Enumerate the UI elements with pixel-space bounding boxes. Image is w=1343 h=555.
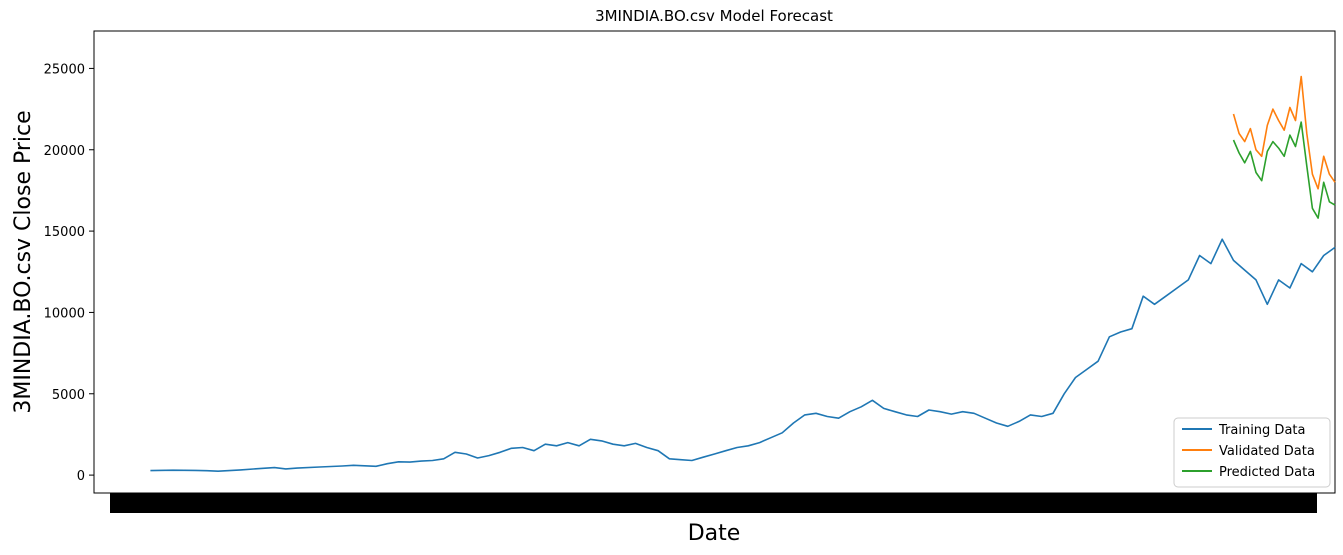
series-line-training-data	[150, 238, 1336, 473]
chart-title: 3MINDIA.BO.csv Model Forecast	[595, 7, 833, 25]
series-line-validated-data	[1232, 75, 1336, 190]
legend-label-predicted: Predicted Data	[1219, 465, 1315, 480]
y-axis-label: 3MINDIA.BO.csv Close Price	[11, 110, 36, 413]
y-tick-label: 25000	[44, 62, 85, 77]
y-axis-ticks: 0 5000 10000 15000 20000 25000	[44, 62, 94, 484]
y-tick-label: 10000	[44, 306, 85, 321]
y-tick-label: 15000	[44, 225, 85, 240]
legend: Training Data Validated Data Predicted D…	[1173, 417, 1331, 488]
series-layer	[150, 75, 1336, 473]
y-tick-label: 20000	[44, 144, 85, 159]
legend-box	[1173, 417, 1331, 488]
legend-label-validated: Validated Data	[1219, 444, 1315, 459]
series-line-predicted-data	[1232, 121, 1336, 219]
x-tick-label-band	[110, 493, 1317, 513]
legend-label-training: Training Data	[1218, 423, 1305, 438]
plot-frame	[93, 30, 1336, 494]
y-tick-label: 5000	[52, 388, 85, 403]
y-tick-label: 0	[77, 469, 85, 484]
x-axis-label: Date	[688, 521, 741, 546]
